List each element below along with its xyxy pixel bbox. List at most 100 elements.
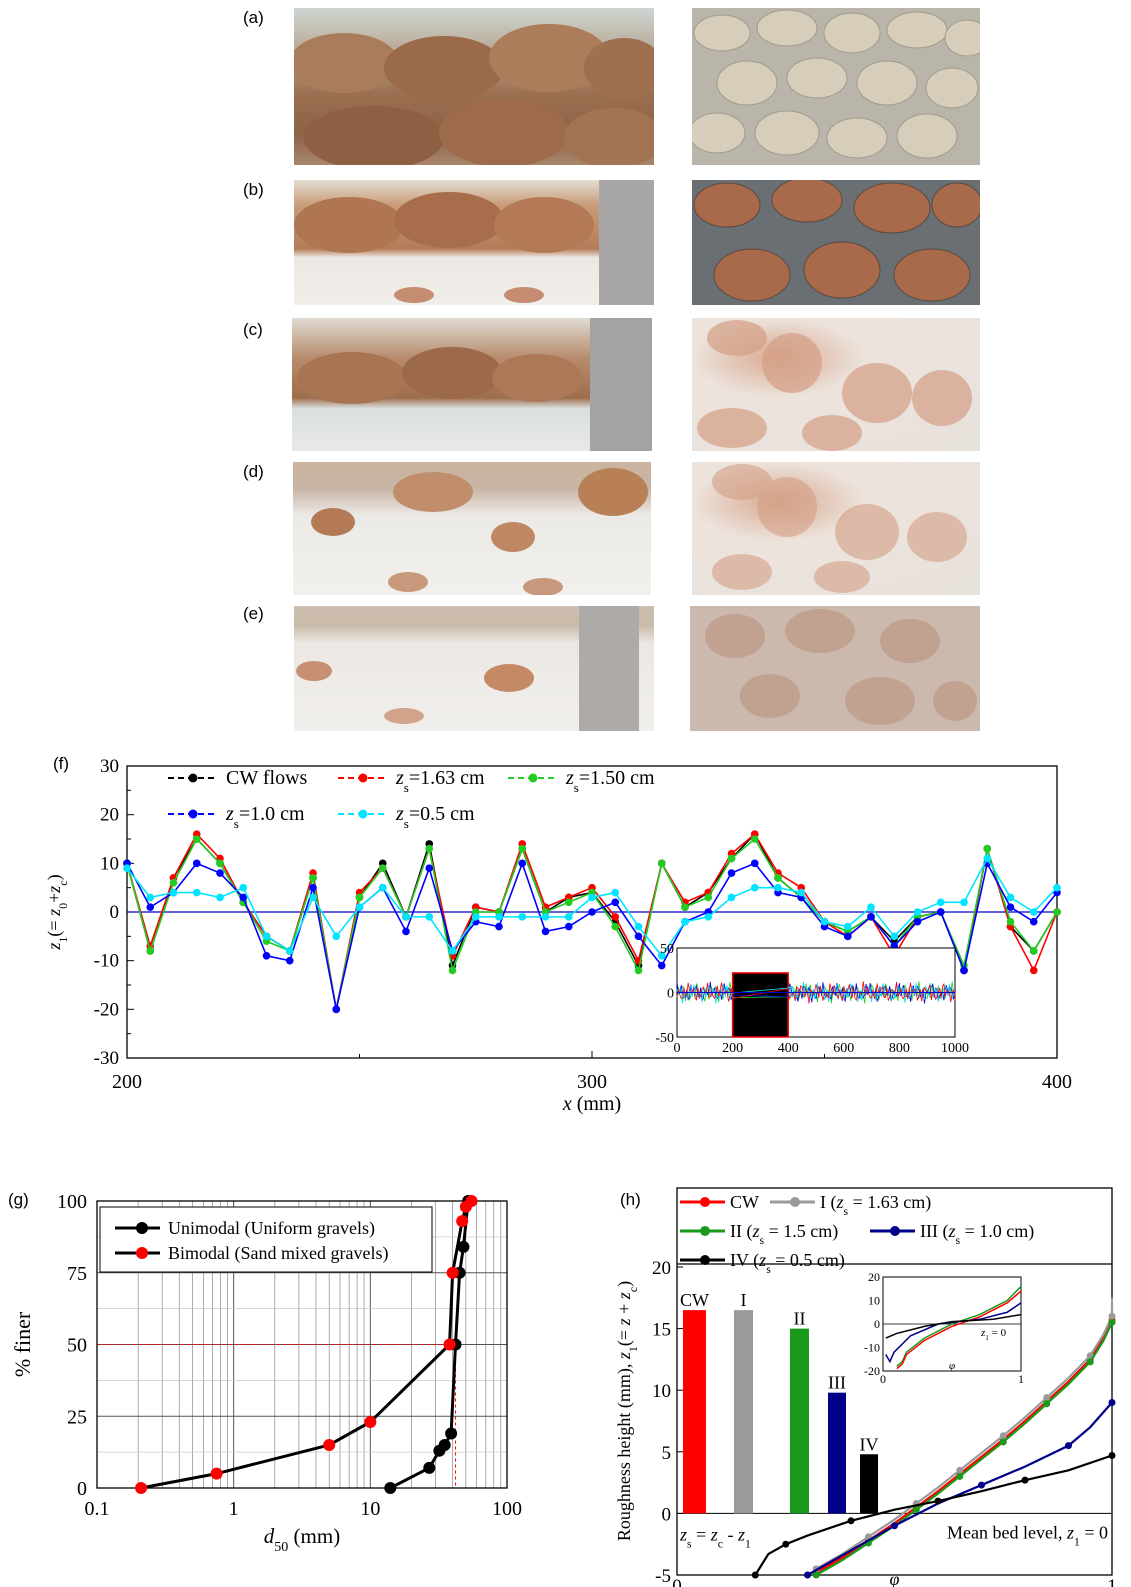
data-point	[438, 1438, 451, 1451]
legend-label: III (zs = 1.0 cm)	[920, 1221, 1034, 1247]
data-point	[1029, 947, 1038, 955]
data-point	[588, 893, 596, 902]
wet-gravel-illustration	[693, 180, 980, 302]
legend-marker	[136, 1222, 148, 1234]
y-tick-label: 10	[100, 853, 119, 874]
data-point	[332, 932, 341, 941]
data-point	[355, 903, 364, 911]
data-point	[518, 844, 527, 853]
data-point	[332, 1005, 341, 1014]
gravel-top-illustration	[692, 9, 980, 159]
curve-point	[912, 1506, 920, 1514]
foggy-gravel-illustration	[697, 320, 972, 451]
data-point	[843, 922, 852, 931]
data-point	[146, 903, 155, 911]
inset-y-tick-label: 0	[667, 987, 674, 1002]
data-point	[262, 952, 271, 960]
curve-point	[804, 1571, 811, 1579]
y-tick-label: -20	[94, 999, 119, 1020]
data-point	[495, 913, 503, 921]
inset-y-tick-label: 50	[660, 942, 674, 957]
legend-label: CW	[730, 1192, 759, 1212]
data-point	[262, 932, 271, 941]
x-axis-label: d50 (mm)	[264, 1524, 340, 1555]
legend-marker	[358, 809, 368, 819]
y-axis-label: z1(= z0+zc)	[44, 874, 70, 950]
gravel-sand-c-illustration	[297, 318, 652, 451]
curve-III	[806, 1401, 1113, 1576]
data-point	[704, 893, 713, 902]
data-point	[518, 859, 527, 868]
chart-f-axes: -30 -20 -10 0 10 20 30 200 300 400 x (mm) z1(= z0+z…	[44, 756, 1072, 1115]
inset-y-tick-label: -50	[655, 1031, 674, 1046]
curve-point	[1086, 1358, 1094, 1366]
data-point	[323, 1438, 336, 1451]
legend-marker	[188, 773, 198, 783]
panel-label-e: (e)	[243, 604, 264, 623]
chart-g: 0 25 50 75 100 0.1 1 10 100 % finer d50 (mm) Unimo…	[10, 1191, 522, 1555]
data-point	[146, 947, 155, 955]
curve-point	[1021, 1476, 1029, 1484]
data-point	[355, 893, 364, 902]
x-axis-label: x (mm)	[562, 1093, 621, 1115]
data-point	[867, 903, 875, 911]
data-point	[448, 966, 457, 975]
data-point	[210, 1467, 223, 1480]
y-tick-label: 0	[110, 902, 120, 923]
data-point	[704, 913, 713, 921]
y-tick-label: -30	[94, 1048, 119, 1069]
inset-curve-II	[896, 1285, 1022, 1367]
data-point	[216, 893, 224, 902]
data-point	[135, 1482, 148, 1494]
data-point	[1029, 917, 1038, 926]
data-point	[541, 927, 550, 936]
data-point	[750, 859, 759, 868]
inset-x-label: φ	[949, 1360, 955, 1372]
photo-b-top	[692, 180, 980, 305]
data-point	[913, 908, 922, 916]
data-point	[309, 874, 317, 882]
chart-h-inset: -20 -10 0 10 20 0 1 φ z1 = 0	[864, 1270, 1024, 1386]
photo-e-side	[294, 606, 654, 731]
curve-point	[1043, 1394, 1051, 1402]
inset-y-tick-label: -10	[864, 1341, 880, 1355]
inset-x-tick-label: 600	[833, 1041, 854, 1056]
curve-point	[1108, 1312, 1116, 1320]
data-point	[611, 913, 620, 921]
data-point	[192, 859, 201, 868]
photo-e-top	[690, 606, 980, 731]
chart-g-series	[135, 1195, 478, 1494]
legend-label: Bimodal (Sand mixed gravels)	[168, 1243, 388, 1264]
panel-label-c: (c)	[243, 320, 263, 339]
y-tick-label: 20	[652, 1258, 671, 1279]
data-point	[285, 947, 294, 955]
data-point	[471, 913, 480, 921]
data-point	[146, 893, 155, 902]
data-point	[1053, 883, 1061, 892]
legend-label: zs=0.5 cm	[395, 803, 475, 831]
data-point	[1006, 903, 1015, 911]
data-point	[750, 883, 759, 892]
inset-curve-III	[885, 1302, 1022, 1364]
curve-point	[1108, 1318, 1116, 1326]
data-point	[425, 913, 434, 921]
foggy-gravel-d-illustration	[712, 464, 967, 593]
curve-point	[891, 1522, 898, 1530]
buried-gravel-illustration	[311, 468, 648, 595]
chart-h-legend: CW I (zs = 1.63 cm) II (zs = 1.5 cm) III (z…	[680, 1192, 1034, 1276]
y-tick-label: -5	[655, 1566, 671, 1587]
bar-label: I	[741, 1290, 747, 1310]
data-point	[634, 922, 643, 931]
data-point	[913, 917, 922, 926]
y-tick-label: 5	[662, 1443, 672, 1464]
data-point	[123, 864, 131, 872]
data-point	[402, 913, 410, 921]
x-tick-label: 400	[1042, 1071, 1072, 1093]
bar-III	[828, 1392, 846, 1514]
inset-x-tick-label: 0	[880, 1372, 886, 1386]
panel-label-d: (d)	[243, 462, 264, 481]
legend-label: zs=1.0 cm	[225, 803, 305, 831]
y-tick-label: -10	[94, 951, 119, 972]
data-point	[611, 922, 620, 931]
